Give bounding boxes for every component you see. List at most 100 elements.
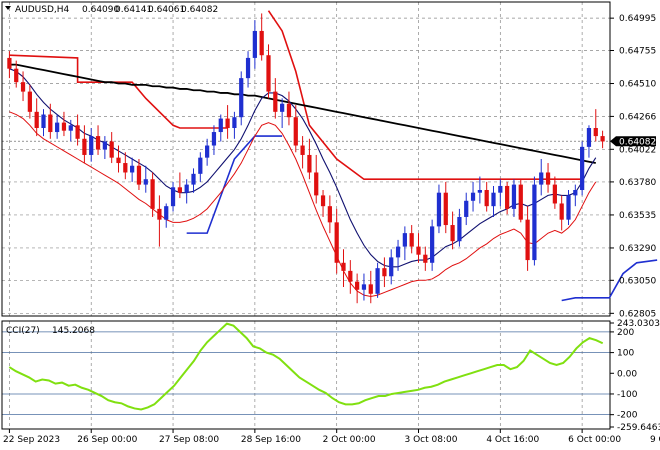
candle-body <box>184 184 189 193</box>
candle-body <box>82 138 87 155</box>
candle-body <box>34 111 39 128</box>
time-tick-label: 26 Sep 00:00 <box>77 435 137 445</box>
candle-body <box>198 157 203 174</box>
candle-body <box>389 257 394 277</box>
candle-body <box>239 78 244 118</box>
candle-body <box>566 195 571 220</box>
candle-body <box>205 145 210 158</box>
cci-tick-label: -100 <box>617 390 638 400</box>
candle-body <box>143 179 148 185</box>
candle-body <box>259 30 264 56</box>
ma-fast-line <box>9 68 597 268</box>
time-tick-label: 3 Oct 08:00 <box>405 435 458 445</box>
price-tick-label: 0.63290 <box>619 244 656 254</box>
main-pane-frame <box>1 1 611 317</box>
candle-body <box>477 190 482 193</box>
price-tick-label: 0.64995 <box>619 14 656 24</box>
cci-tick-label: 200 <box>617 328 634 338</box>
candle-body <box>157 208 162 220</box>
candle-body <box>450 225 455 242</box>
band-lower-line <box>9 111 597 297</box>
candle-body <box>552 184 557 204</box>
candle-body <box>327 206 332 223</box>
candle-body <box>573 190 578 196</box>
header: AUDUSD,H4 0.64090 0.64141 0.64061 0.6408… <box>5 5 218 15</box>
candle-body <box>402 233 407 247</box>
candle-body <box>464 200 469 217</box>
candle-body <box>375 268 380 294</box>
candle-body <box>177 187 182 193</box>
time-tick-label: 4 Oct 16:00 <box>486 435 539 445</box>
high-value: 0.64141 <box>115 5 152 15</box>
candle-body <box>109 141 114 158</box>
candle-body <box>470 192 476 201</box>
candle-body <box>41 114 46 128</box>
candle-body <box>525 219 530 261</box>
candle-body <box>150 179 155 209</box>
candle-body <box>75 125 80 139</box>
candle-body <box>225 118 230 128</box>
candle-body <box>320 195 326 207</box>
price-axis: 0.64995 0.64755 0.64510 0.64266 0.64022 0.637… <box>610 14 656 319</box>
candle-body <box>293 117 298 146</box>
cci-tick-label: 243.0303 <box>617 319 660 329</box>
candle-body <box>348 270 353 282</box>
price-tick-label: 0.64266 <box>619 112 656 122</box>
price-tick-label: 0.64022 <box>619 145 656 155</box>
candle-body <box>273 91 278 112</box>
candle-body <box>27 91 32 112</box>
candle-body <box>580 146 585 190</box>
time-tick-label: 22 Sep 2023 <box>3 435 60 445</box>
candle-body <box>218 118 223 133</box>
candle-body <box>491 192 496 207</box>
cci-tick-label: -200 <box>617 411 638 421</box>
candle-body <box>368 284 373 294</box>
price-tick-label: 0.63535 <box>619 211 656 221</box>
candle-body <box>511 184 517 209</box>
candle-body <box>136 165 142 185</box>
candle-body <box>436 192 442 227</box>
candle-body <box>545 172 551 185</box>
price-tick-label: 0.62805 <box>619 309 656 319</box>
candle-body <box>252 30 257 58</box>
candle-body <box>245 57 251 79</box>
candle-body <box>395 246 401 258</box>
candle-body <box>232 117 237 128</box>
candle-body <box>68 125 73 131</box>
candle-body <box>539 172 544 185</box>
candle-body <box>7 57 12 69</box>
candle-body <box>443 192 448 226</box>
cci-tick-label: 100 <box>617 349 634 359</box>
collapse-icon[interactable] <box>5 6 11 10</box>
candle-body <box>164 206 169 220</box>
candle-body <box>48 114 53 133</box>
price-tick-label: 0.63050 <box>619 276 656 286</box>
grid <box>2 2 610 429</box>
cci-tick-label: 0.00 <box>617 369 637 379</box>
candle-body <box>55 122 60 133</box>
candle-body <box>20 82 26 92</box>
candle-body <box>123 163 128 173</box>
candle-body <box>484 190 489 207</box>
candle-body <box>89 136 94 155</box>
candle-body <box>532 184 537 261</box>
cci-tick-label: -259.6463 <box>617 423 660 433</box>
time-tick-label: 28 Sep 16:00 <box>241 435 301 445</box>
candle-body <box>170 187 176 207</box>
stop-line-red <box>9 54 228 129</box>
candle-body <box>355 281 360 290</box>
candle-body <box>498 185 503 193</box>
candle-body <box>505 185 510 209</box>
stop-lines <box>9 10 658 302</box>
price-tick-label: 0.64510 <box>619 80 656 90</box>
candle-body <box>286 103 292 118</box>
candle-body <box>95 136 101 150</box>
symbol-label: AUDUSD,H4 <box>15 5 70 15</box>
open-value: 0.64090 <box>82 5 119 15</box>
candle-body <box>423 254 428 263</box>
candle-body <box>211 132 217 146</box>
time-tick-label: 6 Oct 00:00 <box>568 435 621 445</box>
indicator-value: 145.2068 <box>52 326 95 336</box>
